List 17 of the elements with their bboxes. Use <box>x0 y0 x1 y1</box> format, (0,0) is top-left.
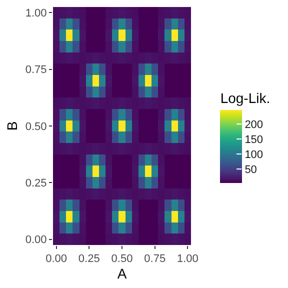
x-tick-label: 1.00 <box>177 253 198 266</box>
y-tick-label: 0.50 <box>25 120 47 133</box>
color-bar-title: Log-Lik. <box>220 90 270 106</box>
x-tick-label: 0.00 <box>46 253 67 266</box>
color-bar-label: 100 <box>244 148 264 161</box>
color-bar-label: 50 <box>244 164 257 176</box>
x-axis-title: A <box>117 266 128 282</box>
y-tick-label: 0.00 <box>25 234 47 246</box>
color-bar-label: 150 <box>244 134 264 146</box>
x-tick-label: 0.75 <box>144 253 166 266</box>
color-bar-label: 200 <box>244 118 264 131</box>
x-tick-label: 0.50 <box>111 253 133 266</box>
y-tick-label: 0.25 <box>25 178 47 190</box>
y-tick-label: 1.00 <box>25 8 47 20</box>
x-tick-label: 0.25 <box>78 253 100 266</box>
y-axis-title: B <box>4 121 20 131</box>
y-tick-label: 0.75 <box>25 64 47 76</box>
